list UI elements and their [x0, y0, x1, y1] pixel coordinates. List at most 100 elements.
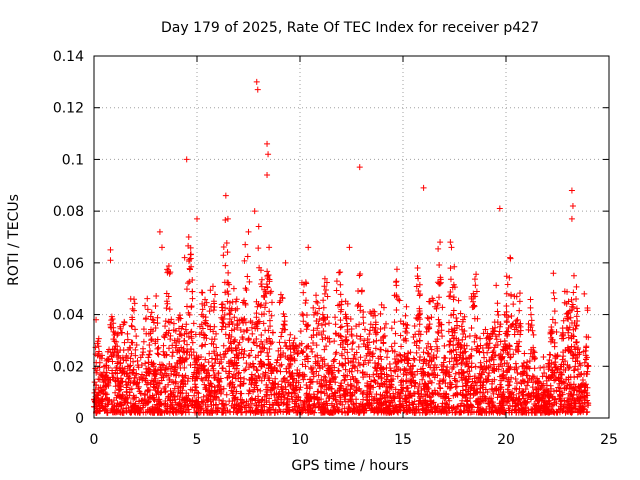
- data-point: [525, 391, 532, 398]
- data-point: [435, 330, 442, 337]
- data-point: [428, 406, 435, 413]
- data-point: [464, 368, 471, 375]
- data-point: [368, 402, 375, 409]
- data-point: [549, 402, 556, 409]
- data-point: [344, 381, 351, 388]
- data-point: [331, 390, 338, 397]
- data-point: [392, 368, 399, 375]
- data-point: [304, 406, 311, 413]
- data-point: [291, 349, 298, 356]
- data-point: [253, 78, 260, 85]
- data-point: [271, 391, 278, 398]
- data-point: [477, 379, 484, 386]
- data-point: [333, 278, 340, 285]
- data-point: [219, 319, 226, 326]
- data-point: [100, 386, 107, 393]
- data-point: [380, 304, 387, 311]
- data-point: [400, 336, 407, 343]
- data-point: [574, 351, 581, 358]
- data-point: [371, 364, 378, 371]
- data-point: [520, 370, 527, 377]
- data-point: [447, 338, 454, 345]
- data-point: [153, 383, 160, 390]
- data-point: [397, 398, 404, 405]
- data-point: [305, 322, 312, 329]
- data-point: [453, 315, 460, 322]
- data-point: [405, 388, 412, 395]
- data-point: [205, 377, 212, 384]
- data-point: [188, 335, 195, 342]
- data-point: [165, 263, 172, 270]
- data-point: [426, 324, 433, 331]
- data-point: [359, 369, 366, 376]
- data-point: [450, 307, 457, 314]
- data-point: [223, 391, 230, 398]
- data-point: [337, 394, 344, 401]
- data-point: [258, 409, 265, 416]
- data-point: [213, 394, 220, 401]
- data-point: [103, 383, 110, 390]
- data-point: [501, 337, 508, 344]
- data-point: [335, 406, 342, 413]
- data-point: [267, 323, 274, 330]
- data-point: [357, 354, 364, 361]
- data-point: [120, 409, 127, 416]
- data-point: [447, 239, 454, 246]
- data-point: [348, 331, 355, 338]
- y-tick-label: 0.14: [53, 49, 84, 65]
- data-point: [263, 281, 270, 288]
- data-point: [490, 402, 497, 409]
- data-point: [255, 373, 262, 380]
- data-point: [152, 387, 159, 394]
- data-point: [485, 400, 492, 407]
- data-point: [266, 360, 273, 367]
- data-point: [213, 344, 220, 351]
- data-point: [353, 379, 360, 386]
- data-point: [434, 336, 441, 343]
- data-point: [503, 303, 510, 310]
- data-point: [398, 382, 405, 389]
- data-point: [245, 400, 252, 407]
- data-point: [441, 354, 448, 361]
- data-point: [371, 308, 378, 315]
- data-point: [359, 401, 366, 408]
- data-point: [489, 331, 496, 338]
- data-point: [536, 397, 543, 404]
- data-point: [260, 320, 267, 327]
- data-point: [481, 393, 488, 400]
- data-point: [428, 314, 435, 321]
- data-point: [263, 391, 270, 398]
- data-point: [207, 303, 214, 310]
- data-point: [440, 363, 447, 370]
- data-point: [313, 331, 320, 338]
- data-point: [304, 343, 311, 350]
- data-point: [406, 365, 413, 372]
- data-point: [488, 409, 495, 416]
- data-point: [413, 283, 420, 290]
- data-point: [540, 380, 547, 387]
- data-point: [415, 287, 422, 294]
- data-point: [175, 387, 182, 394]
- data-point: [177, 331, 184, 338]
- data-point: [254, 367, 261, 374]
- data-point: [269, 401, 276, 408]
- data-point: [584, 304, 591, 311]
- data-point: [503, 318, 510, 325]
- data-point: [383, 320, 390, 327]
- data-point: [205, 367, 212, 374]
- data-point: [483, 358, 490, 365]
- data-point: [104, 348, 111, 355]
- data-point: [210, 328, 217, 335]
- data-point: [163, 305, 170, 312]
- data-point: [557, 375, 564, 382]
- data-point: [439, 403, 446, 410]
- data-point: [432, 371, 439, 378]
- data-point: [228, 387, 235, 394]
- data-point: [118, 402, 125, 409]
- data-point: [175, 372, 182, 379]
- data-point: [242, 241, 249, 248]
- data-point: [473, 345, 480, 352]
- data-point: [301, 403, 308, 410]
- data-point: [209, 363, 216, 370]
- data-point: [187, 244, 194, 251]
